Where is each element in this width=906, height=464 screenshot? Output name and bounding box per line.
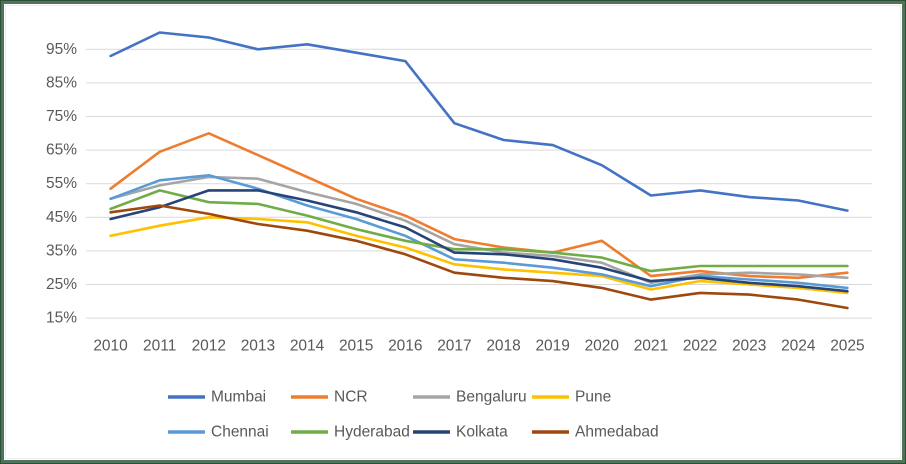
y-tick-label: 15% bbox=[46, 310, 77, 327]
legend-item-kolkata: Kolkata bbox=[413, 424, 508, 441]
y-tick-label: 35% bbox=[46, 242, 77, 259]
legend-label: Kolkata bbox=[456, 424, 508, 441]
legend-item-hyderabad: Hyderabad bbox=[291, 424, 410, 441]
y-tick-label: 65% bbox=[46, 142, 77, 159]
series-line-hyderabad bbox=[109, 189, 849, 273]
legend-label: Hyderabad bbox=[334, 424, 410, 441]
x-tick-label: 2015 bbox=[339, 338, 373, 355]
x-tick-label: 2022 bbox=[683, 338, 717, 355]
legend-item-pune: Pune bbox=[532, 389, 611, 406]
x-tick-label: 2017 bbox=[437, 338, 471, 355]
x-axis-tick-labels: 2010 2011 2012 2013 2014 2015 2016 2017 2018 2019… bbox=[93, 338, 864, 355]
x-tick-label: 2025 bbox=[830, 338, 864, 355]
x-tick-label: 2016 bbox=[388, 338, 422, 355]
x-tick-label: 2023 bbox=[732, 338, 766, 355]
series-line-chennai bbox=[109, 174, 849, 290]
series-lines bbox=[109, 31, 849, 310]
y-tick-label: 75% bbox=[46, 108, 77, 125]
y-tick-label: 45% bbox=[46, 209, 77, 226]
series-line-kolkata bbox=[109, 189, 849, 293]
x-tick-label: 2018 bbox=[486, 338, 520, 355]
series-line-ahmedabad bbox=[109, 204, 849, 310]
legend-item-bengaluru: Bengaluru bbox=[413, 389, 527, 406]
legend-label: Ahmedabad bbox=[575, 424, 659, 441]
legend-item-chennai: Chennai bbox=[168, 424, 269, 441]
series-line-mumbai bbox=[109, 31, 849, 212]
legend-item-ahmedabad: Ahmedabad bbox=[532, 424, 659, 441]
legend-item-ncr: NCR bbox=[291, 389, 368, 406]
gridlines bbox=[86, 48, 872, 319]
legend: Mumbai NCR Bengaluru Pune Chennai Hyderabad Ko… bbox=[168, 389, 659, 441]
y-tick-label: 95% bbox=[46, 41, 77, 58]
y-tick-label: 55% bbox=[46, 175, 77, 192]
y-tick-label: 25% bbox=[46, 276, 77, 293]
x-tick-label: 2021 bbox=[634, 338, 668, 355]
legend-label: Pune bbox=[575, 389, 611, 406]
x-tick-label: 2010 bbox=[93, 338, 128, 355]
x-tick-label: 2011 bbox=[143, 338, 176, 355]
y-axis-tick-labels: 15% 25% 35% 45% 55% 65% 75% 85% 95% bbox=[46, 41, 77, 327]
legend-label: Mumbai bbox=[211, 389, 266, 406]
legend-label: Chennai bbox=[211, 424, 269, 441]
x-tick-label: 2013 bbox=[241, 338, 275, 355]
x-tick-label: 2020 bbox=[585, 338, 620, 355]
y-tick-label: 85% bbox=[46, 74, 77, 91]
x-tick-label: 2012 bbox=[192, 338, 226, 355]
legend-label: NCR bbox=[334, 389, 368, 406]
x-tick-label: 2019 bbox=[535, 338, 569, 355]
plot-inner-border bbox=[5, 5, 901, 459]
legend-label: Bengaluru bbox=[456, 389, 527, 406]
x-tick-label: 2014 bbox=[290, 338, 325, 355]
legend-item-mumbai: Mumbai bbox=[168, 389, 266, 406]
x-tick-label: 2024 bbox=[781, 338, 816, 355]
